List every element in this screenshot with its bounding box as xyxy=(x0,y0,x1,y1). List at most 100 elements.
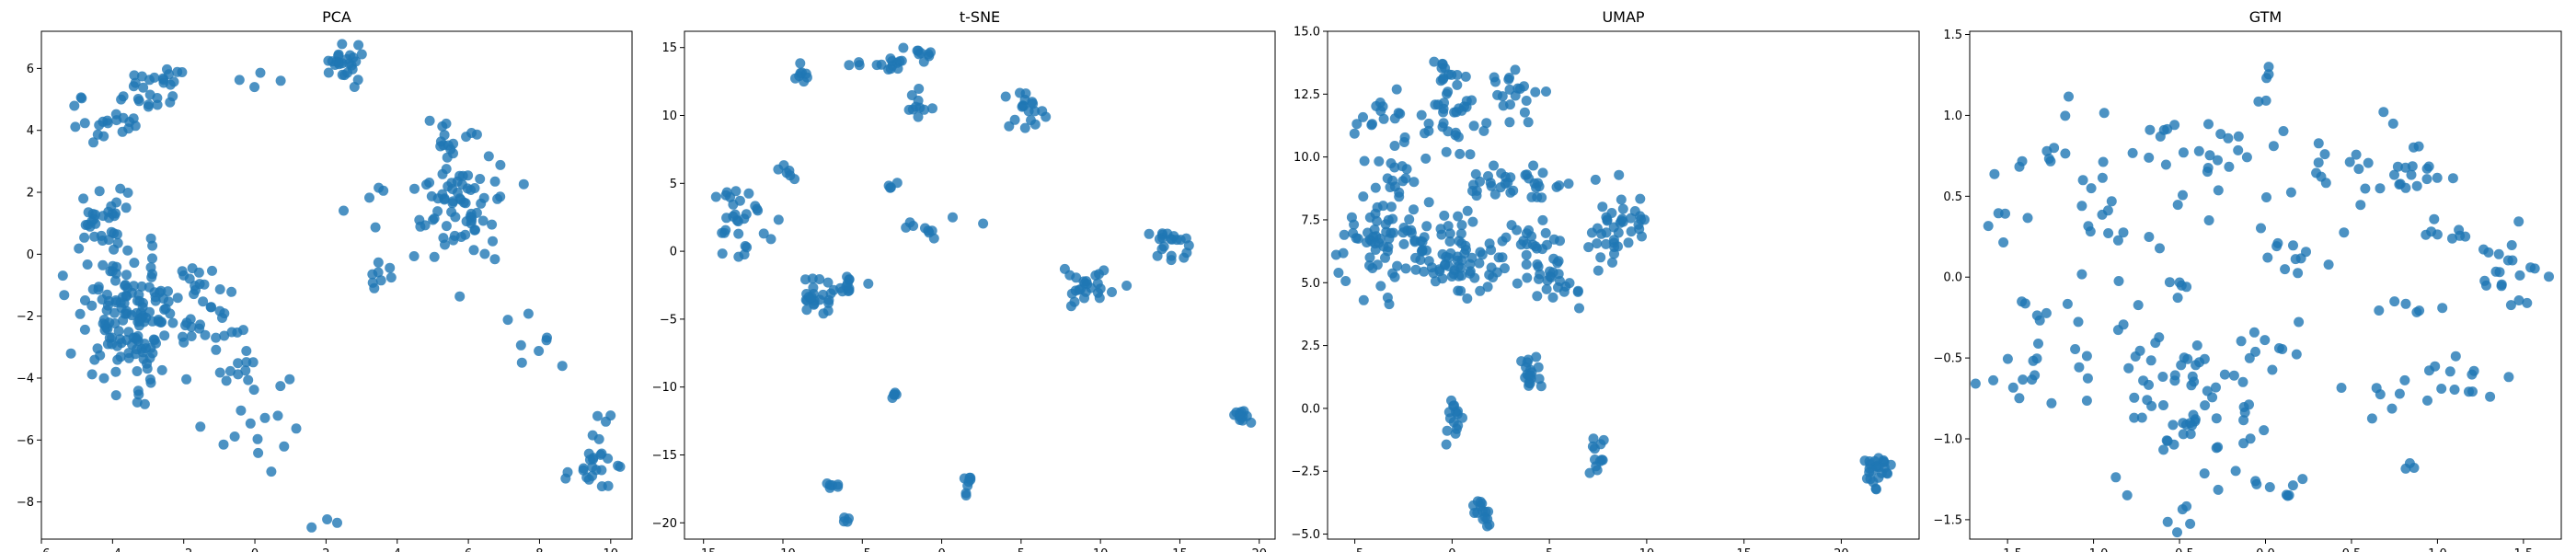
scatter-point xyxy=(2169,370,2180,381)
scatter-point xyxy=(1421,221,1432,232)
scatter-point xyxy=(167,317,178,328)
scatter-point xyxy=(2392,161,2403,172)
scatter-point xyxy=(808,282,819,293)
scatter-point xyxy=(323,55,334,66)
scatter-point xyxy=(1094,293,1105,304)
scatter-point xyxy=(2193,145,2204,156)
scatter-point xyxy=(1430,276,1441,287)
x-tick-label: 0 xyxy=(937,547,945,552)
scatter-point xyxy=(2236,336,2247,347)
scatter-point xyxy=(1382,293,1393,303)
scatter-point xyxy=(450,212,461,223)
scatter-point xyxy=(94,186,105,197)
y-tick-label: −2.5 xyxy=(1291,466,1320,479)
scatter-point xyxy=(2422,395,2432,406)
scatter-point xyxy=(364,192,374,203)
scatter-point xyxy=(2355,200,2366,211)
y-tick-label: 1.0 xyxy=(1943,109,1962,123)
scatter-point xyxy=(2127,147,2138,158)
scatter-point xyxy=(2176,360,2187,371)
scatter-point xyxy=(97,236,108,246)
scatter-point xyxy=(1443,126,1454,137)
scatter-point xyxy=(1370,208,1381,219)
scatter-point xyxy=(542,332,552,343)
scatter-point xyxy=(221,375,232,386)
scatter-point xyxy=(226,286,237,297)
scatter-point xyxy=(2158,444,2169,455)
scatter-point xyxy=(518,178,529,190)
scatter-point xyxy=(2022,213,2033,224)
scatter-point xyxy=(2228,370,2239,381)
scatter-point xyxy=(2467,369,2478,380)
scatter-point xyxy=(370,222,381,233)
scatter-point xyxy=(2429,213,2440,224)
scatter-point xyxy=(1489,160,1499,171)
scatter-point xyxy=(822,277,834,288)
scatter-point xyxy=(2155,243,2165,254)
points-layer xyxy=(710,42,1257,527)
scatter-point xyxy=(818,308,829,319)
scatter-point xyxy=(2185,429,2196,440)
scatter-point xyxy=(1121,281,1133,291)
scatter-point xyxy=(279,441,290,452)
scatter-point xyxy=(2203,119,2214,130)
scatter-point xyxy=(211,344,222,355)
scatter-point xyxy=(2437,303,2448,314)
scatter-point xyxy=(2256,223,2266,234)
scatter-point xyxy=(98,259,109,270)
scatter-point xyxy=(102,118,113,129)
scatter-point xyxy=(345,50,355,61)
scatter-point xyxy=(2030,370,2041,381)
scatter-point xyxy=(2102,205,2113,216)
scatter-point xyxy=(132,397,143,408)
scatter-point xyxy=(2129,392,2140,403)
scatter-point xyxy=(2110,472,2122,483)
scatter-point xyxy=(2544,271,2554,282)
scatter-point xyxy=(2244,399,2254,410)
scatter-point xyxy=(2278,126,2289,136)
x-tick-label: −1.5 xyxy=(1993,547,2022,552)
scatter-point xyxy=(1387,213,1398,224)
y-tick-label: 0 xyxy=(670,246,677,259)
scatter-point xyxy=(466,208,477,219)
scatter-point xyxy=(165,308,176,319)
x-tick-label: −10 xyxy=(770,547,795,552)
scatter-point xyxy=(839,512,850,523)
scatter-point xyxy=(2002,353,2013,364)
scatter-point xyxy=(1555,236,1565,247)
scatter-point xyxy=(1489,189,1501,200)
scatter-point xyxy=(132,366,143,376)
scatter-point xyxy=(1437,74,1448,85)
scatter-point xyxy=(534,346,545,356)
scatter-point xyxy=(1535,381,1547,392)
scatter-point xyxy=(871,60,882,71)
scatter-point xyxy=(236,405,247,416)
scatter-point xyxy=(2421,174,2432,185)
scatter-point xyxy=(1523,117,1534,128)
scatter-point xyxy=(446,178,457,189)
scatter-point xyxy=(1626,226,1637,237)
scatter-point xyxy=(2164,277,2175,288)
scatter-point xyxy=(2185,518,2196,529)
scatter-point xyxy=(253,447,264,458)
scatter-point xyxy=(1486,262,1497,273)
scatter-point xyxy=(785,170,796,181)
scatter-point xyxy=(59,290,70,301)
scatter-point xyxy=(2157,372,2168,382)
scatter-point xyxy=(248,385,259,396)
scatter-point xyxy=(2283,489,2294,500)
scatter-point xyxy=(432,206,443,217)
scatter-point xyxy=(1452,70,1463,80)
scatter-point xyxy=(581,472,592,483)
scatter-point xyxy=(2062,298,2073,309)
scatter-point xyxy=(1554,180,1565,191)
scatter-point xyxy=(1510,64,1521,75)
scatter-point xyxy=(181,317,192,328)
y-tick-label: 12.5 xyxy=(1294,88,1320,102)
scatter-point xyxy=(1419,266,1430,277)
scatter-point xyxy=(2503,372,2514,383)
scatter-point xyxy=(2086,183,2097,194)
scatter-point xyxy=(823,294,834,305)
scatter-point xyxy=(75,308,86,319)
scatter-point xyxy=(2493,248,2504,259)
